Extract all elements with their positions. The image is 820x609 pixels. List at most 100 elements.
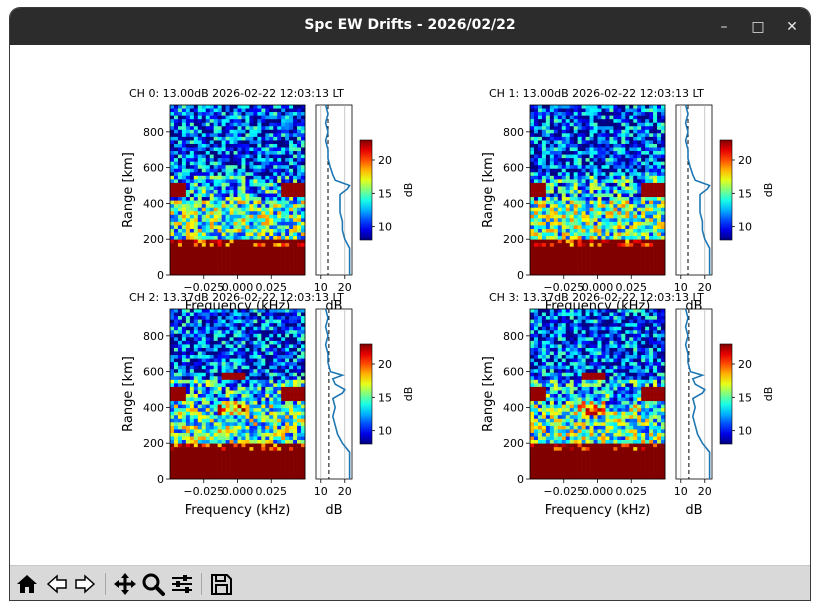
heatmap-cell (301, 267, 306, 272)
heatmap-cell (533, 211, 539, 216)
heatmap-cell (185, 260, 191, 265)
heatmap-cell (617, 246, 622, 251)
heatmap-cell (213, 468, 218, 473)
heatmap-cell (541, 161, 547, 166)
heatmap-cell (229, 401, 234, 405)
heatmap-cell (549, 243, 555, 247)
heatmap-cell (277, 165, 282, 170)
heatmap-cell (229, 323, 234, 328)
heatmap-cell (297, 232, 302, 237)
heatmap-cell (297, 351, 302, 356)
heatmap-cell (637, 126, 642, 131)
heatmap-cell (297, 158, 302, 162)
heatmap-cell (209, 397, 214, 402)
heatmap-cell (617, 175, 622, 180)
minimize-icon[interactable]: – (720, 19, 728, 35)
heatmap-cell (645, 193, 650, 198)
heatmap-cell (229, 333, 234, 338)
heatmap-cell (201, 179, 207, 184)
heatmap-cell (205, 379, 211, 384)
heatmap-cell (573, 218, 578, 223)
heatmap-cell (573, 122, 578, 127)
heatmap-cell (193, 379, 199, 384)
heatmap-cell (185, 379, 191, 384)
heatmap-cell (261, 457, 266, 462)
heatmap-cell (625, 136, 630, 141)
heatmap-cell (629, 112, 634, 116)
heatmap-cell (237, 225, 242, 230)
heatmap-cell (241, 340, 246, 345)
heatmap-cell (629, 190, 634, 194)
heatmap-cell (541, 140, 547, 145)
heatmap-cell (229, 337, 234, 342)
heatmap-cell (205, 436, 211, 441)
heatmap-cell (241, 394, 246, 398)
heatmap-cell (249, 379, 254, 384)
figure-svg[interactable]: CH 0: 13.00dB 2026-02-22 12:03:13 LT0200… (10, 45, 810, 565)
heatmap-cell (641, 267, 646, 272)
heatmap-cell (553, 168, 559, 173)
heatmap-cell (233, 362, 238, 366)
heatmap-cell (581, 236, 586, 240)
heatmap-cell (545, 133, 551, 138)
heatmap-cell (213, 344, 218, 349)
heatmap-cell (301, 161, 306, 166)
heatmap-cell (289, 161, 294, 166)
heatmap-cell (629, 161, 634, 166)
heatmap-cell (173, 333, 179, 338)
heatmap-cell (297, 344, 302, 349)
heatmap-cell (609, 264, 614, 269)
heatmap-cell (217, 140, 222, 145)
title-bar[interactable]: Spc EW Drifts - 2026/02/22 – □ ✕ (10, 8, 810, 45)
heatmap-cell (621, 108, 626, 113)
heatmap-cell (173, 372, 179, 377)
heatmap-cell (277, 355, 282, 359)
heatmap-cell (229, 422, 234, 427)
heatmap-cell (637, 246, 642, 251)
figure-canvas[interactable]: CH 0: 13.00dB 2026-02-22 12:03:13 LT 0 200… (10, 45, 810, 565)
heatmap-cell (577, 246, 582, 251)
heatmap-cell (289, 379, 294, 384)
heatmap-cell (277, 105, 282, 109)
heatmap-cell (585, 168, 590, 173)
heatmap-cell (629, 147, 634, 152)
heatmap-cell (617, 207, 622, 212)
heatmap-cell (201, 186, 207, 191)
heatmap-cell (197, 464, 203, 469)
heatmap-cell (229, 151, 234, 155)
heatmap-cell (281, 454, 286, 459)
heatmap-cell (225, 312, 230, 317)
heatmap-cell (581, 168, 586, 173)
heatmap-cell (633, 151, 638, 155)
close-icon[interactable]: ✕ (786, 19, 798, 35)
heatmap-cell (585, 204, 590, 209)
heatmap-cell (561, 112, 567, 116)
heatmap-cell (573, 151, 578, 155)
heatmap-cell (657, 232, 662, 237)
maximize-icon[interactable]: □ (751, 19, 765, 35)
heatmap-cell (197, 386, 203, 391)
heatmap-cell (257, 323, 262, 328)
heatmap-cell (273, 236, 278, 240)
heatmap-cell (197, 190, 203, 194)
heatmap-cell (225, 436, 230, 441)
heatmap-cell (185, 376, 191, 381)
heatmap-cell (185, 200, 191, 205)
heatmap-cell (641, 218, 646, 223)
heatmap-cell (237, 432, 242, 437)
heatmap-cell (181, 204, 187, 209)
heatmap-cell (253, 129, 258, 134)
heatmap-cell (245, 179, 250, 184)
heatmap-cell (201, 154, 207, 159)
heatmap-cell (189, 158, 195, 162)
heatmap-cell (293, 415, 298, 420)
heatmap-cell (221, 309, 226, 313)
heatmap-cell (189, 312, 195, 317)
heatmap-cell (589, 204, 594, 209)
heatmap-cell (189, 267, 195, 272)
heatmap-cell (537, 136, 543, 141)
heatmap-cell (269, 415, 274, 420)
heatmap-cell (273, 440, 278, 444)
heatmap-cell (653, 211, 658, 216)
heatmap-cell (273, 158, 278, 162)
